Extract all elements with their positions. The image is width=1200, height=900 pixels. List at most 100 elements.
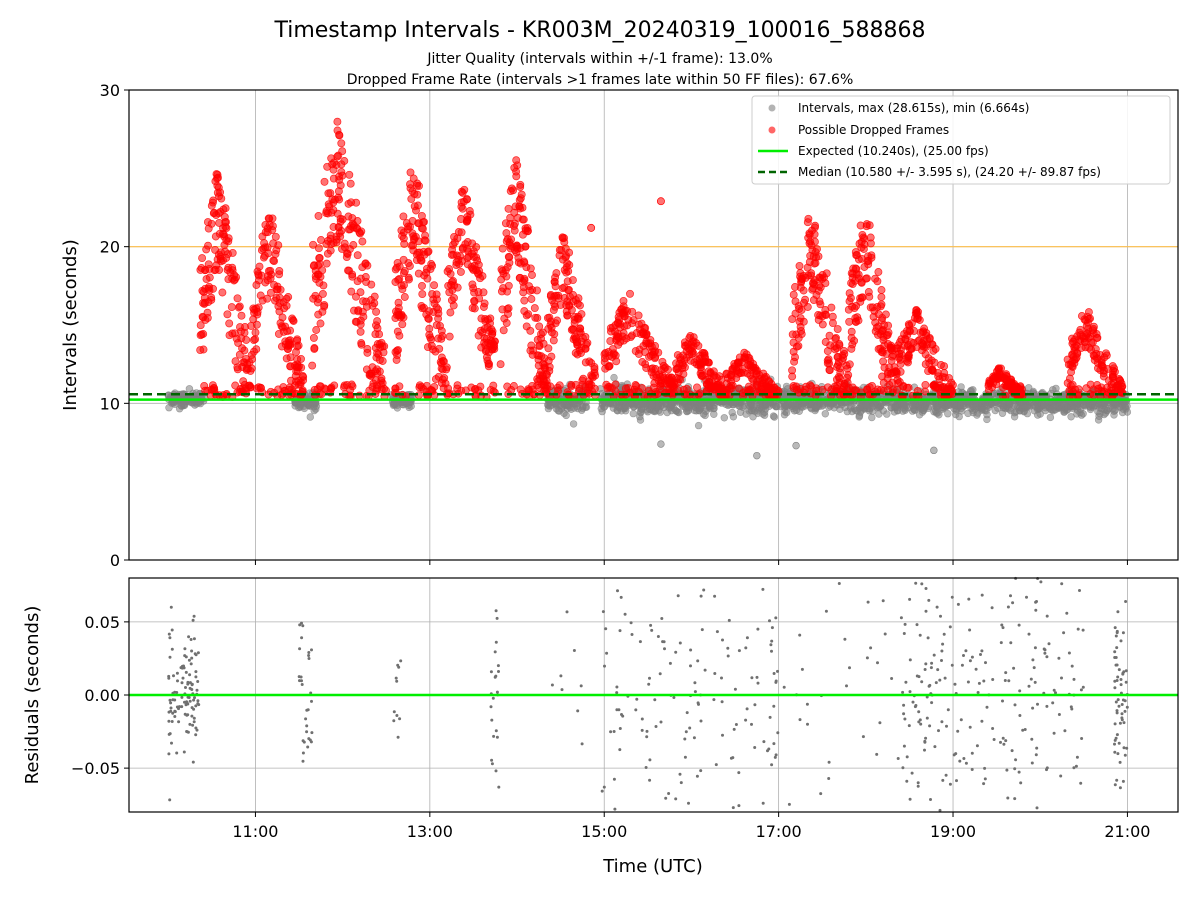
dropped-frame-point xyxy=(322,240,331,249)
residual-point xyxy=(1081,685,1085,689)
dropped-frame-point xyxy=(473,268,482,277)
dropped-frame-point xyxy=(866,239,875,248)
residual-point xyxy=(1013,767,1017,771)
dropped-frame-point xyxy=(1084,308,1093,317)
dropped-frame-point xyxy=(391,384,400,393)
dropped-frame-point xyxy=(445,265,454,273)
residual-point xyxy=(713,594,717,598)
dropped-frame-point xyxy=(510,219,519,228)
residual-point xyxy=(915,623,919,627)
residual-point xyxy=(774,679,778,683)
dropped-frame-point xyxy=(430,382,439,391)
residual-point xyxy=(629,621,633,625)
residual-point xyxy=(918,633,922,637)
residual-point xyxy=(1021,728,1025,732)
dropped-frame-point xyxy=(498,305,507,314)
dropped-frame-point xyxy=(254,383,263,392)
dropped-frame-point xyxy=(470,304,479,313)
residual-point xyxy=(937,729,940,733)
dropped-frame-point xyxy=(201,266,210,275)
dropped-frame-point xyxy=(560,238,569,247)
residual-point xyxy=(576,709,580,713)
dropped-frame-point xyxy=(885,380,894,389)
residual-point xyxy=(298,623,302,627)
residual-point xyxy=(1113,742,1116,746)
dropped-frame-point xyxy=(393,327,402,336)
residual-point xyxy=(929,666,933,670)
dropped-frame-point xyxy=(585,357,594,366)
dropped-frame-point xyxy=(535,371,544,380)
residual-point xyxy=(493,675,497,679)
residual-point xyxy=(942,632,946,636)
dropped-frame-point xyxy=(527,341,536,350)
residual-point xyxy=(1001,699,1004,703)
dropped-frame-point xyxy=(398,320,407,329)
dropped-frame-point xyxy=(361,273,370,281)
dropped-frame-point xyxy=(619,296,628,305)
intervals-y-tick-label: 30 xyxy=(100,81,120,100)
residual-point xyxy=(1076,627,1080,631)
residual-point xyxy=(1054,691,1057,695)
dropped-frame-point xyxy=(481,317,490,326)
residual-point xyxy=(1018,714,1022,717)
dropped-frame-point xyxy=(795,261,804,270)
residual-point xyxy=(848,666,851,670)
residual-point xyxy=(974,667,978,671)
residual-point xyxy=(664,796,668,800)
residual-point xyxy=(902,632,906,635)
residual-point xyxy=(774,616,778,620)
residual-point xyxy=(958,759,962,763)
dropped-frame-point xyxy=(795,317,804,326)
residual-point xyxy=(396,663,400,667)
interval-point xyxy=(180,401,189,410)
dropped-frame-point xyxy=(242,335,251,344)
dropped-frame-point xyxy=(420,236,429,245)
residual-point xyxy=(191,760,195,764)
dropped-frame-point xyxy=(642,364,651,372)
dropped-frame-point xyxy=(424,314,433,323)
residual-point xyxy=(579,684,583,688)
residual-point xyxy=(1113,626,1117,630)
residual-point xyxy=(755,675,759,679)
dropped-frame-point xyxy=(834,352,842,361)
dropped-frame-point xyxy=(634,349,643,358)
residual-point xyxy=(1017,623,1021,627)
dropped-frame-point xyxy=(560,294,569,302)
dropped-frame-point xyxy=(326,189,335,198)
dropped-frame-point xyxy=(1070,359,1079,368)
interval-point xyxy=(739,403,747,411)
residual-point xyxy=(1115,711,1119,715)
dropped-frame-point xyxy=(940,362,949,371)
dropped-frame-point xyxy=(546,382,555,391)
residual-point xyxy=(494,609,498,613)
dropped-frame-point xyxy=(201,298,209,307)
interval-point xyxy=(672,407,680,415)
dropped-frame-point xyxy=(588,373,597,382)
residual-point xyxy=(1004,739,1008,743)
residual-point xyxy=(713,672,717,675)
residual-points xyxy=(167,576,1129,812)
dropped-frame-point xyxy=(415,181,423,190)
residual-point xyxy=(930,661,934,665)
residual-point xyxy=(911,700,915,704)
dropped-frame-point xyxy=(620,322,629,331)
residual-point xyxy=(1005,768,1009,772)
residual-point xyxy=(490,718,494,722)
dropped-frame-point xyxy=(474,260,483,269)
residual-point xyxy=(903,717,907,721)
intervals-y-axis-label: Intervals (seconds) xyxy=(60,239,81,411)
dropped-frame-point xyxy=(447,296,456,305)
residual-point xyxy=(729,756,733,760)
residual-point xyxy=(190,714,194,718)
residual-point xyxy=(1121,779,1125,783)
residual-point xyxy=(773,755,777,759)
dropped-frame-point xyxy=(426,265,435,274)
residual-point xyxy=(982,679,986,683)
residual-point xyxy=(938,808,942,812)
residual-point xyxy=(1070,664,1074,668)
dropped-frame-point xyxy=(254,271,263,280)
dropped-frame-point xyxy=(836,368,845,377)
residual-point xyxy=(604,627,608,631)
dropped-frame-point xyxy=(418,281,426,290)
residual-point xyxy=(1032,666,1036,670)
